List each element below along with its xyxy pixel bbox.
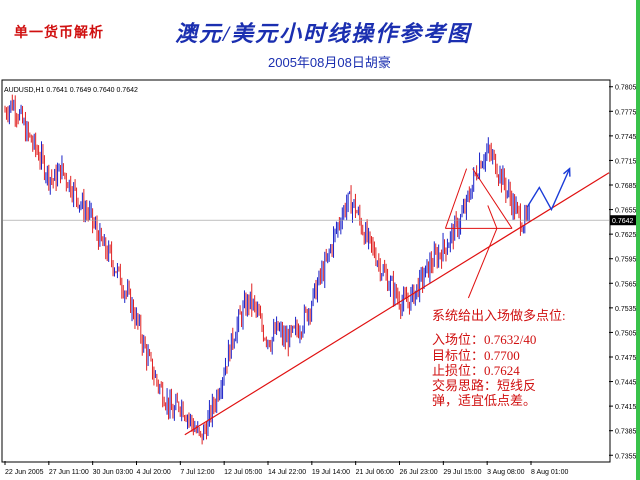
- x-tick-label: 30 Jun 03:00: [93, 469, 134, 476]
- y-tick-label: 0.7775: [615, 109, 636, 116]
- x-axis: 22 Jun 2005 27 Jun 11:00 30 Jun 03:00 4 Jul…: [4, 461, 568, 476]
- note-line: 止损位：0.7624: [432, 363, 520, 378]
- chart-background: [0, 78, 636, 480]
- y-tick-label: 0.7655: [615, 208, 636, 215]
- plot-frame: [1, 79, 611, 463]
- y-axis: 0.7805 0.7775 0.7745 0.7715 0.7685 0.7655 0.76…: [609, 85, 636, 460]
- y-tick-label: 0.7685: [615, 183, 636, 190]
- x-tick-label: 8 Aug 01:00: [531, 469, 568, 476]
- candles-layer: [4, 94, 530, 445]
- current-price-box: [610, 215, 636, 226]
- x-tick-label: 29 Jul 15:00: [443, 469, 481, 476]
- projection-arrowhead: [563, 167, 571, 177]
- y-tick-label: 0.7745: [615, 134, 636, 141]
- y-tick-label: 0.7355: [615, 453, 636, 460]
- symbol-info: AUDUSD,H1 0.7641 0.7649 0.7640 0.7642: [4, 87, 138, 94]
- trendline: [184, 172, 610, 436]
- note-line: 弹，适宜低点差。: [432, 393, 537, 408]
- pattern-line: [444, 168, 468, 229]
- x-tick-label: 4 Jul 20:00: [137, 469, 171, 476]
- y-tick-label: 0.7595: [615, 257, 636, 264]
- header-tag: 单一货币解析: [14, 26, 104, 41]
- x-tick-label: 26 Jul 23:00: [400, 469, 438, 476]
- x-tick-label: 22 Jun 2005: [5, 469, 44, 476]
- y-tick-label: 0.7505: [615, 330, 636, 337]
- x-tick-label: 3 Aug 08:00: [487, 469, 524, 476]
- right-border: [636, 0, 640, 480]
- y-tick-label: 0.7715: [615, 158, 636, 165]
- y-tick-label: 0.7625: [615, 232, 636, 239]
- note-line: 入场位：0.7632/40: [432, 332, 537, 347]
- note-line: 系统给出入场做多点位:: [432, 308, 566, 323]
- current-price-label: 0.7642: [612, 218, 634, 225]
- note-line: 交易思路：短线反: [432, 378, 537, 393]
- y-tick-label: 0.7415: [615, 404, 636, 411]
- chart-title: 澳元/美元小时线操作参考图: [175, 21, 472, 46]
- y-tick-label: 0.7805: [615, 85, 636, 92]
- note-pointer: [467, 228, 498, 299]
- y-tick-label: 0.7445: [615, 380, 636, 387]
- overlay-layer: [3, 167, 610, 436]
- x-tick-label: 12 Jul 05:00: [224, 469, 262, 476]
- pattern-line: [487, 205, 498, 229]
- pattern-line: [472, 168, 513, 229]
- note-line: 目标位：0.7700: [432, 348, 520, 363]
- x-tick-label: 14 Jul 22:00: [268, 469, 306, 476]
- x-tick-label: 7 Jul 12:00: [180, 469, 214, 476]
- chart-subtitle: 2005年08月08日胡豪: [268, 55, 391, 70]
- x-tick-label: 27 Jun 11:00: [49, 469, 89, 476]
- y-tick-label: 0.7535: [615, 306, 636, 313]
- y-tick-label: 0.7385: [615, 429, 636, 436]
- projection-path: [526, 168, 571, 212]
- x-tick-label: 21 Jul 06:00: [356, 469, 394, 476]
- y-tick-label: 0.7565: [615, 281, 636, 288]
- price-chart: AUDUSD,H1 0.7641 0.7649 0.7640 0.7642 0.…: [0, 78, 636, 480]
- x-tick-label: 19 Jul 14:00: [312, 469, 350, 476]
- y-tick-label: 0.7475: [615, 355, 636, 362]
